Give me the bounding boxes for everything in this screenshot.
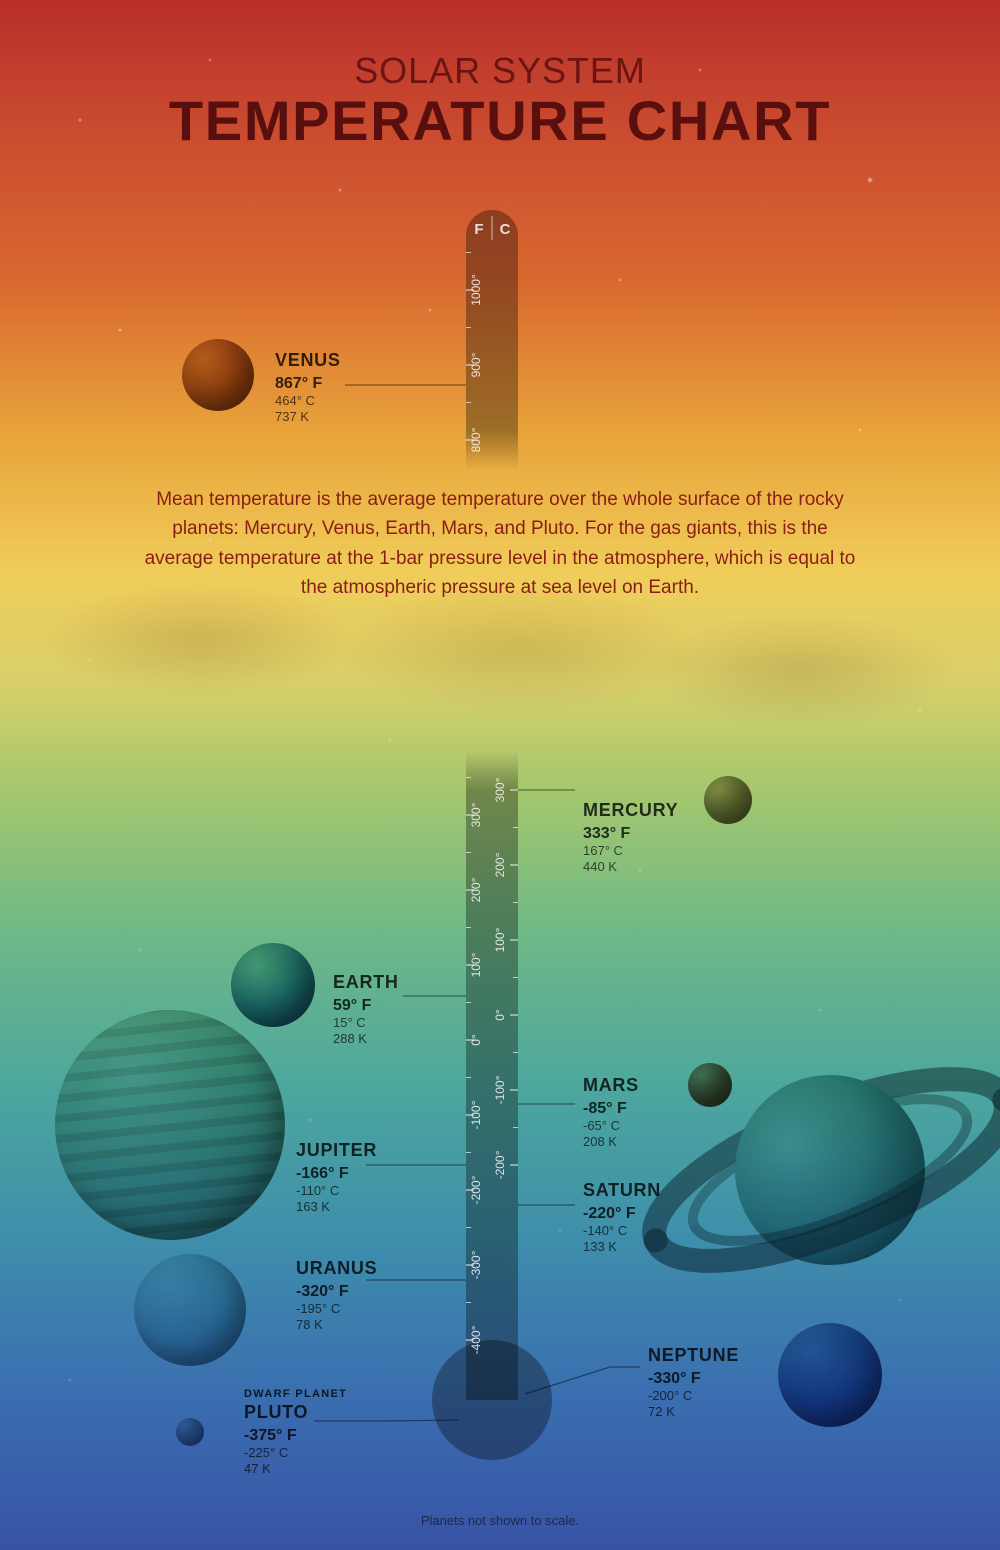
planet-temp-c: -200° C [648,1388,739,1404]
scale-tick-label: -100° [469,1100,483,1129]
planet-temp-c: -65° C [583,1118,639,1134]
scale-tick-label: 0° [493,1009,507,1021]
planet-temp-f: -166° F [296,1165,377,1183]
planet-label-venus: VENUS 867° F464° C737 K [275,350,341,426]
planet-temp-k: 208 K [583,1134,639,1150]
scale-tick-label: -200° [469,1175,483,1204]
planet-temp-c: -110° C [296,1183,377,1199]
scale-header-c: C [500,221,511,238]
planet-name: MERCURY [583,800,678,821]
scale-tick-label: -200° [493,1150,507,1179]
planet-temp-k: 78 K [296,1317,377,1333]
planet-subtitle: DWARF PLANET [244,1388,347,1400]
scale-tick-label: -300° [469,1250,483,1279]
planet-temp-k: 47 K [244,1461,347,1477]
footnote-text: Planets not shown to scale. [421,1513,579,1528]
planet-temp-f: -220° F [583,1205,661,1223]
planet-temp-c: -195° C [296,1301,377,1317]
planet-temp-f: -320° F [296,1283,377,1301]
planet-temp-f: -375° F [244,1427,347,1445]
planet-temp-f: 59° F [333,997,399,1015]
scale-tick-label: 300° [493,777,507,802]
planet-temp-k: 72 K [648,1404,739,1420]
scale-tick-label: 1000° [469,274,483,306]
planet-uranus-disc [134,1254,246,1366]
planet-label-pluto: DWARF PLANET PLUTO -375° F-225° C47 K [244,1388,347,1478]
planet-pluto-disc [176,1418,204,1446]
planet-name: URANUS [296,1258,377,1279]
planet-label-neptune: NEPTUNE -330° F-200° C72 K [648,1345,739,1421]
scale-header-f: F [474,221,483,238]
planet-earth-disc [231,943,315,1027]
scale-tick-label: 900° [469,352,483,377]
planet-temp-f: 333° F [583,825,678,843]
planet-venus-disc [182,339,254,411]
planet-name: SATURN [583,1180,661,1201]
saturn-group [620,1011,1000,1328]
scale-tick-label: 100° [493,927,507,952]
scale-tick-label: 300° [469,802,483,827]
planet-label-mercury: MERCURY 333° F167° C440 K [583,800,678,876]
planet-label-jupiter: JUPITER -166° F-110° C163 K [296,1140,377,1216]
planet-label-uranus: URANUS -320° F-195° C78 K [296,1258,377,1334]
planet-name: EARTH [333,972,399,993]
planet-temp-f: -85° F [583,1100,639,1118]
planet-temp-f: 867° F [275,375,341,393]
planet-mercury-disc [704,776,752,824]
scale-tick-label: 200° [493,852,507,877]
scale-tick-label: -100° [493,1075,507,1104]
planet-name: NEPTUNE [648,1345,739,1366]
planet-label-saturn: SATURN -220° F-140° C133 K [583,1180,661,1256]
footnote: Planets not shown to scale. [0,1513,1000,1528]
planet-name: VENUS [275,350,341,371]
scale-tick-label: 0° [469,1034,483,1046]
planet-label-earth: EARTH 59° F15° C288 K [333,972,399,1048]
planet-name: PLUTO [244,1402,347,1423]
planet-name: JUPITER [296,1140,377,1161]
planet-temp-k: 288 K [333,1031,399,1047]
scale-tick-label: 800° [469,427,483,452]
planet-neptune-disc [778,1323,882,1427]
scale-tick-label: 200° [469,877,483,902]
planet-temp-c: 15° C [333,1015,399,1031]
planet-label-mars: MARS -85° F-65° C208 K [583,1075,639,1151]
planet-temp-k: 163 K [296,1199,377,1215]
planet-temp-k: 133 K [583,1239,661,1255]
planet-name: MARS [583,1075,639,1096]
planet-temp-k: 440 K [583,859,678,875]
planet-temp-c: -140° C [583,1223,661,1239]
planet-temp-f: -330° F [648,1370,739,1388]
scale-tick-label: 100° [469,952,483,977]
planet-temp-k: 737 K [275,409,341,425]
planet-temp-c: -225° C [244,1445,347,1461]
planet-temp-c: 167° C [583,843,678,859]
scale-tick-label: -400° [469,1325,483,1354]
planet-jupiter-disc [55,1010,285,1240]
planet-temp-c: 464° C [275,393,341,409]
planet-mars-disc [688,1063,732,1107]
